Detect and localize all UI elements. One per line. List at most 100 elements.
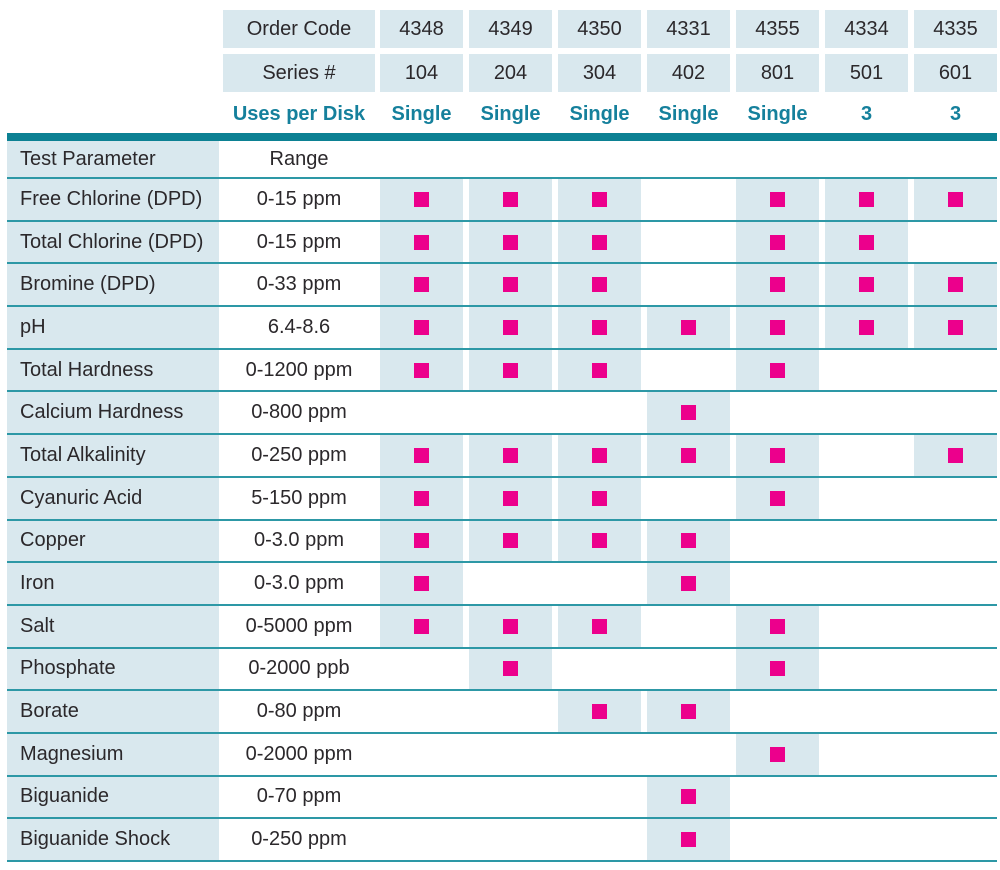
uses-cells: Single Single Single Single Single 3 3 — [375, 96, 997, 133]
included-marker-icon — [770, 490, 785, 506]
series-value: 601 — [914, 54, 997, 92]
included-marker-icon — [859, 191, 874, 207]
disk-cell — [469, 264, 552, 306]
disk-cell — [825, 307, 908, 348]
disk-cell — [380, 264, 463, 306]
disk-cell — [914, 392, 997, 433]
disk-cell — [914, 350, 997, 391]
disk-cell — [914, 691, 997, 732]
disk-cell — [647, 520, 730, 562]
disk-cell — [469, 179, 552, 220]
included-marker-icon — [770, 661, 785, 677]
disk-cell — [469, 520, 552, 562]
disk-cell — [380, 777, 463, 818]
included-marker-icon — [859, 277, 874, 293]
parameter-range: 0-2000 ppb — [248, 657, 350, 680]
test-parameter-row: Phosphate 0-2000 ppb — [7, 648, 997, 692]
test-parameter-header: Test Parameter — [7, 141, 219, 177]
disk-cell — [914, 521, 997, 562]
disk-cell — [558, 349, 641, 391]
disk-cell — [825, 691, 908, 732]
disk-cell — [380, 605, 463, 647]
included-marker-icon — [770, 319, 785, 335]
disk-cell — [647, 819, 730, 860]
disk-cell — [825, 563, 908, 604]
disk-cell — [647, 222, 730, 263]
disk-cell — [736, 392, 819, 433]
included-marker-icon — [414, 533, 429, 549]
included-marker-icon — [414, 319, 429, 335]
disk-cell — [914, 819, 997, 860]
included-marker-icon — [503, 661, 518, 677]
included-marker-icon — [592, 362, 607, 378]
disk-cell — [825, 734, 908, 775]
disk-cell — [380, 477, 463, 519]
parameter-name: Magnesium — [7, 733, 219, 775]
disk-cell — [825, 777, 908, 818]
included-marker-icon — [592, 319, 607, 335]
disk-cell — [736, 221, 819, 263]
disk-cell — [380, 819, 463, 860]
disk-cell — [469, 605, 552, 647]
disk-cell — [558, 520, 641, 562]
parameter-name: Biguanide — [7, 776, 219, 818]
disk-cell — [736, 563, 819, 604]
series-value: 402 — [647, 54, 730, 92]
disk-cell — [825, 221, 908, 263]
parameter-name: Biguanide Shock — [7, 819, 219, 860]
test-parameter-row: Total Chlorine (DPD) 0-15 ppm — [7, 221, 997, 265]
order-code-value: 4355 — [736, 10, 819, 48]
included-marker-icon — [681, 533, 696, 549]
disk-cell — [825, 649, 908, 690]
parameter-range: 0-3.0 ppm — [253, 572, 345, 595]
disk-cell — [380, 307, 463, 348]
included-marker-icon — [592, 490, 607, 506]
disk-cell — [558, 435, 641, 476]
included-marker-icon — [503, 362, 518, 378]
disk-cell — [736, 733, 819, 775]
order-code-value: 4349 — [469, 10, 552, 48]
included-marker-icon — [414, 234, 429, 250]
series-spacer — [7, 54, 219, 92]
series-value: 104 — [380, 54, 463, 92]
disk-cell — [825, 392, 908, 433]
disk-cell — [469, 349, 552, 391]
disk-cell — [558, 221, 641, 263]
parameter-name: Copper — [7, 520, 219, 562]
disk-cell — [380, 734, 463, 775]
disk-cell — [647, 350, 730, 391]
included-marker-icon — [414, 490, 429, 506]
disk-cell — [469, 307, 552, 348]
parameter-range: 0-80 ppm — [256, 700, 342, 723]
included-marker-icon — [859, 319, 874, 335]
disk-cell — [736, 477, 819, 519]
included-marker-icon — [681, 576, 696, 592]
disk-cell — [736, 264, 819, 306]
disk-cell — [914, 179, 997, 220]
disk-cell — [647, 563, 730, 604]
disk-cell — [825, 350, 908, 391]
uses-per-disk-value: Single — [391, 103, 452, 125]
parameter-range: 0-250 ppm — [251, 443, 347, 466]
disk-cell — [558, 179, 641, 220]
included-marker-icon — [948, 447, 963, 463]
order-code-value: 4331 — [647, 10, 730, 48]
disk-cell — [469, 819, 552, 860]
disk-cell — [914, 264, 997, 306]
included-marker-icon — [770, 447, 785, 463]
disk-cell — [736, 819, 819, 860]
disk-cell — [914, 435, 997, 476]
disk-cell — [825, 521, 908, 562]
series-value: 304 — [558, 54, 641, 92]
uses-per-disk-value: 3 — [949, 103, 962, 125]
uses-per-disk-value: Single — [569, 103, 630, 125]
uses-per-disk-value: Single — [658, 103, 719, 125]
disk-cell — [469, 691, 552, 732]
disk-cell — [380, 435, 463, 476]
test-parameter-row: Total Hardness 0-1200 ppm — [7, 349, 997, 393]
disk-cell — [469, 435, 552, 476]
column-header-row: Test Parameter Range — [7, 141, 997, 179]
disk-cell — [736, 691, 819, 732]
parameter-range: 0-250 ppm — [251, 828, 347, 851]
uses-per-disk-value: Single — [747, 103, 808, 125]
